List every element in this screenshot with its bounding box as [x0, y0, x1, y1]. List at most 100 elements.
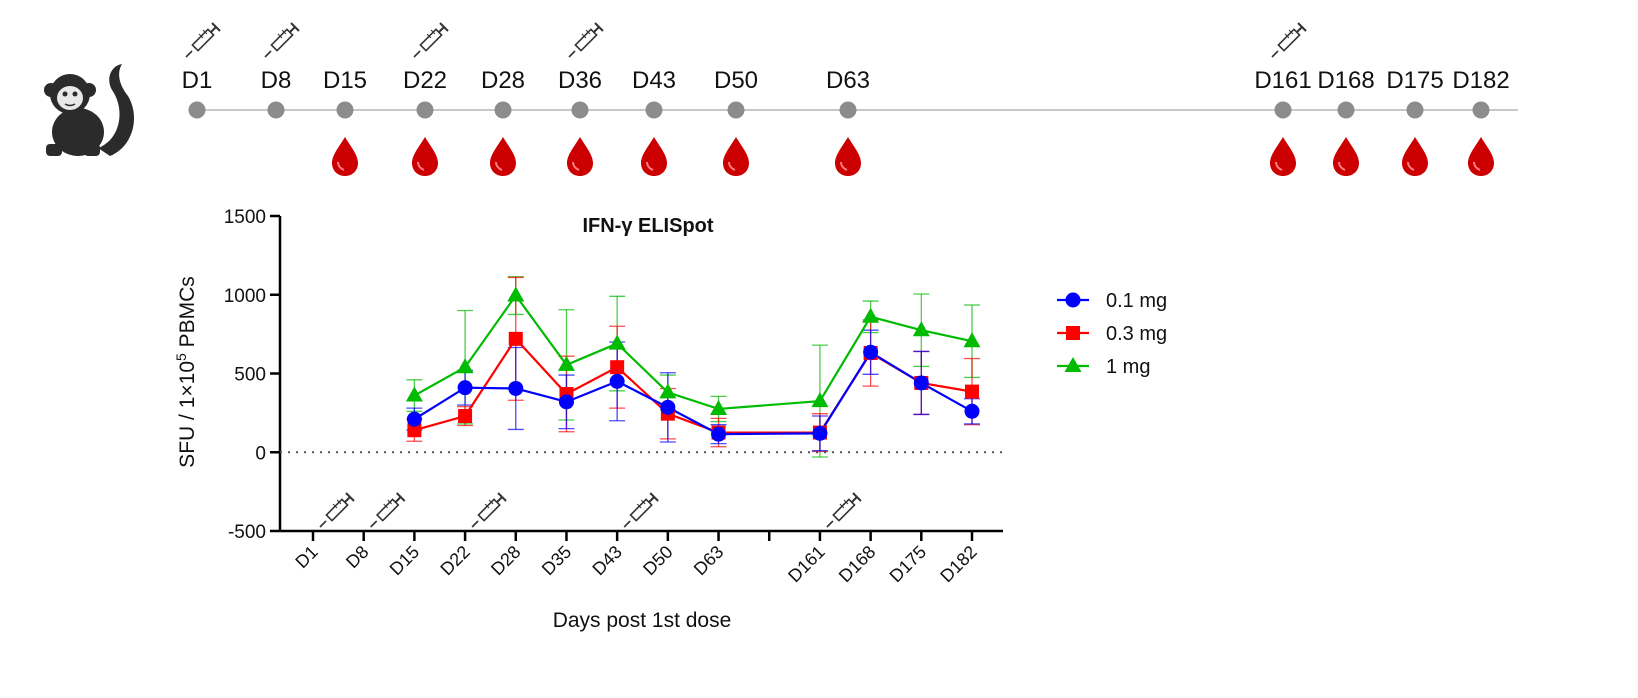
timeline: D1 D8 D15 D22 D28 D36 D43 D50 D63 D161 D168 D175 D18… — [182, 22, 1518, 177]
blood-drop-icon — [1467, 136, 1495, 177]
x-axis-title: Days post 1st dose — [553, 609, 732, 632]
x-tick-label: D175 — [886, 542, 931, 587]
x-tick-label: D22 — [436, 542, 473, 579]
series-errorbars — [406, 276, 980, 453]
legend-label: 0.1 mg — [1106, 290, 1167, 312]
timeline-day-label: D175 — [1386, 67, 1443, 94]
x-tick-label: D43 — [588, 542, 625, 579]
timeline-day-label: D161 — [1254, 67, 1311, 94]
blood-drop-icon — [1401, 136, 1429, 177]
series-markers — [405, 286, 981, 415]
data-point-marker — [405, 386, 423, 402]
data-point-marker — [811, 392, 829, 408]
data-point-marker — [406, 411, 422, 427]
timeline-dot — [1337, 101, 1355, 119]
data-point-marker — [660, 399, 676, 415]
syringe-icon — [319, 492, 355, 528]
x-tick-label: D161 — [784, 542, 829, 587]
x-tick-label: D63 — [690, 542, 727, 579]
y-tick-label: 500 — [234, 365, 266, 386]
chart-syringe-markers — [319, 492, 862, 528]
blood-drop-icon — [834, 136, 862, 177]
blood-drop-icon — [489, 136, 517, 177]
y-tick-label: 1500 — [224, 207, 266, 228]
data-point-marker — [710, 399, 728, 415]
timeline-day-label: D15 — [323, 67, 367, 94]
y-tick-label: -500 — [228, 522, 266, 543]
timeline-day-label: D22 — [403, 67, 447, 94]
timeline-dot — [188, 101, 206, 119]
data-point-marker — [609, 373, 625, 389]
data-point-marker — [963, 332, 981, 348]
data-point-marker — [964, 403, 980, 419]
series-line — [414, 337, 973, 434]
data-point-marker — [457, 380, 473, 396]
blood-drop-icon — [722, 136, 750, 177]
y-tick-label: 1000 — [224, 286, 266, 307]
timeline-day-label: D168 — [1317, 67, 1374, 94]
legend-label: 0.3 mg — [1106, 323, 1167, 345]
data-point-marker — [458, 409, 473, 424]
legend-item: 0.1 mg — [1057, 290, 1167, 312]
monkey-icon — [44, 64, 134, 156]
data-point-marker — [507, 286, 525, 302]
x-tick-label: D15 — [386, 542, 423, 579]
syringe-icon — [264, 22, 300, 58]
timeline-day-label: D43 — [632, 67, 676, 94]
data-point-marker — [862, 307, 880, 323]
data-point-marker — [508, 380, 524, 396]
blood-drop-icon — [331, 136, 359, 177]
blood-drop-icon — [566, 136, 594, 177]
data-point-marker — [407, 423, 422, 438]
timeline-day-label: D63 — [826, 67, 870, 94]
data-point-marker — [558, 394, 574, 410]
data-point-marker — [610, 360, 625, 375]
data-point-marker — [913, 375, 929, 391]
blood-drop-icon — [411, 136, 439, 177]
timeline-dot — [727, 101, 745, 119]
series-line — [413, 293, 973, 411]
data-point-marker — [608, 334, 626, 350]
timeline-day-label: D28 — [481, 67, 525, 94]
y-axis: 1500 1000 500 0 -500 — [224, 207, 1003, 543]
syringe-icon — [471, 492, 508, 528]
data-point-marker — [1065, 292, 1081, 308]
data-point-marker — [965, 384, 979, 399]
data-point-marker — [812, 425, 828, 441]
timeline-dot — [1406, 101, 1424, 119]
data-point-marker — [1066, 326, 1080, 340]
timeline-dot — [1472, 101, 1490, 119]
timeline-day-label: D8 — [261, 67, 292, 94]
x-tick-label: D168 — [835, 542, 880, 587]
syringe-icon — [185, 22, 221, 58]
timeline-day-label: D50 — [714, 67, 758, 94]
timeline-dot — [1274, 101, 1292, 119]
x-axis: D1 D8 D15 D22 D28 D35 D43 D50 D63 D161 D168 D175 D18… — [280, 529, 1003, 587]
data-point-marker — [863, 344, 879, 360]
series-markers — [406, 344, 980, 442]
syringe-icon — [413, 22, 449, 58]
x-tick-label: D8 — [342, 542, 372, 572]
blood-drop-icon — [1269, 136, 1297, 177]
y-tick-label: 0 — [255, 443, 266, 464]
x-tick-label: D1 — [291, 542, 321, 572]
x-tick-label: D35 — [538, 542, 575, 579]
x-tick-label: D50 — [639, 542, 676, 579]
data-point-marker — [508, 331, 523, 346]
chart: IFN-γ ELISpot 1500 1000 500 0 -500 D1 D8 D15 D2… — [173, 207, 1167, 632]
syringe-icon — [369, 492, 406, 528]
data-point-marker — [912, 321, 930, 337]
blood-drop-icon — [640, 136, 668, 177]
syringe-icon — [1271, 22, 1307, 58]
data-point-marker — [659, 383, 677, 399]
series-layer — [405, 275, 981, 458]
timeline-dot — [416, 101, 434, 119]
chart-title: IFN-γ ELISpot — [582, 215, 713, 237]
syringe-icon — [623, 492, 660, 528]
legend-item: 1 mg — [1057, 356, 1150, 378]
timeline-dot — [645, 101, 663, 119]
y-axis-title: SFU / 1×105 PBMCs — [173, 276, 199, 468]
x-tick-label: D28 — [487, 542, 524, 579]
data-point-marker — [557, 355, 575, 371]
